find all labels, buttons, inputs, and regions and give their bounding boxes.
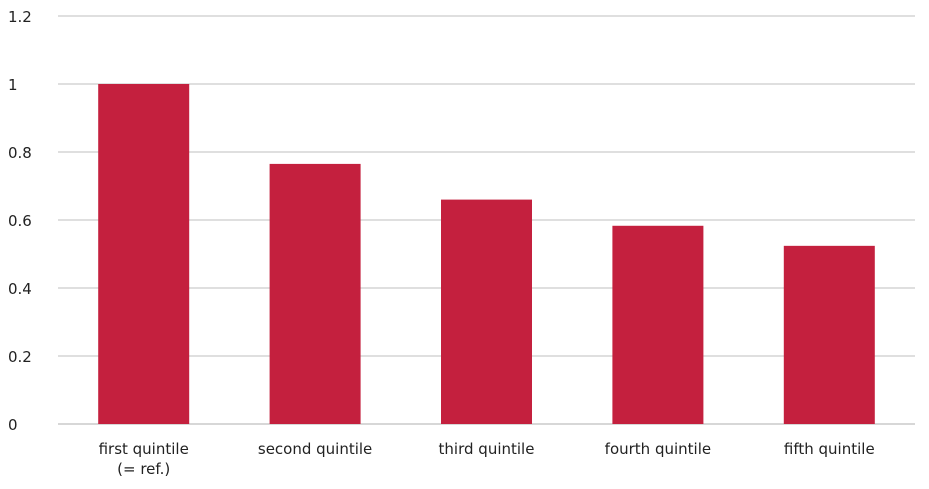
bar	[98, 84, 190, 424]
y-tick-label: 0.8	[8, 144, 32, 162]
y-tick-label: 0.2	[8, 348, 32, 366]
bar	[612, 225, 704, 424]
y-tick-label: 0.6	[8, 212, 32, 230]
gridlines	[58, 15, 915, 425]
bars	[98, 84, 875, 424]
x-axis-ticks: first quintile (= ref.) second quintile thi…	[99, 440, 875, 478]
y-tick-label: 1	[8, 76, 18, 94]
bar	[441, 199, 532, 424]
x-tick-label: second quintile	[258, 440, 372, 458]
y-tick-label: 0.4	[8, 280, 32, 298]
bar	[783, 245, 875, 424]
x-tick-label: fifth quintile	[784, 440, 875, 458]
y-tick-label: 1.2	[8, 8, 32, 26]
y-axis-ticks: 0 0.2 0.4 0.6 0.8 1 1.2	[8, 8, 32, 434]
y-tick-label: 0	[8, 416, 18, 434]
x-tick-label: first quintile	[99, 440, 189, 458]
bar	[269, 163, 361, 424]
x-tick-label: fourth quintile	[605, 440, 711, 458]
x-tick-label: (= ref.)	[117, 460, 170, 478]
x-tick-label: third quintile	[439, 440, 535, 458]
